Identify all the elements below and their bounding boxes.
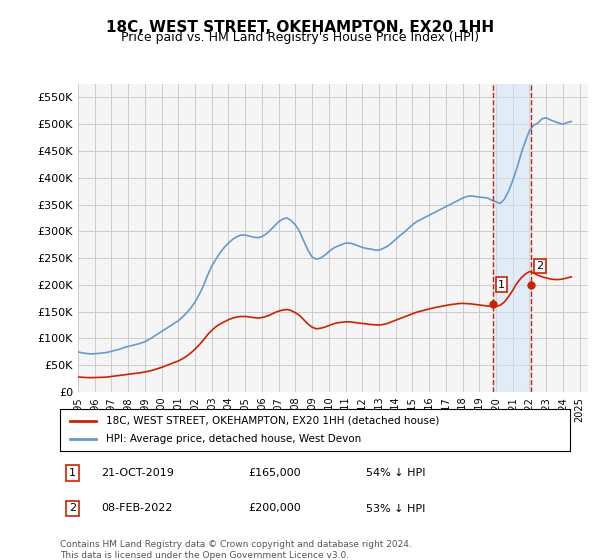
- Text: 21-OCT-2019: 21-OCT-2019: [101, 468, 173, 478]
- Text: 54% ↓ HPI: 54% ↓ HPI: [366, 468, 425, 478]
- Text: 08-FEB-2022: 08-FEB-2022: [101, 503, 172, 514]
- Text: 18C, WEST STREET, OKEHAMPTON, EX20 1HH: 18C, WEST STREET, OKEHAMPTON, EX20 1HH: [106, 20, 494, 35]
- Text: 1: 1: [69, 468, 76, 478]
- Text: Contains HM Land Registry data © Crown copyright and database right 2024.
This d: Contains HM Land Registry data © Crown c…: [60, 540, 412, 560]
- Text: Price paid vs. HM Land Registry's House Price Index (HPI): Price paid vs. HM Land Registry's House …: [121, 31, 479, 44]
- Text: 1: 1: [498, 279, 505, 290]
- Text: 53% ↓ HPI: 53% ↓ HPI: [366, 503, 425, 514]
- Text: 2: 2: [69, 503, 76, 514]
- Text: 18C, WEST STREET, OKEHAMPTON, EX20 1HH (detached house): 18C, WEST STREET, OKEHAMPTON, EX20 1HH (…: [106, 416, 439, 426]
- Bar: [493, 84, 531, 392]
- Text: 2: 2: [536, 261, 543, 271]
- Text: £200,000: £200,000: [249, 503, 301, 514]
- Text: HPI: Average price, detached house, West Devon: HPI: Average price, detached house, West…: [106, 434, 361, 444]
- Text: £165,000: £165,000: [249, 468, 301, 478]
